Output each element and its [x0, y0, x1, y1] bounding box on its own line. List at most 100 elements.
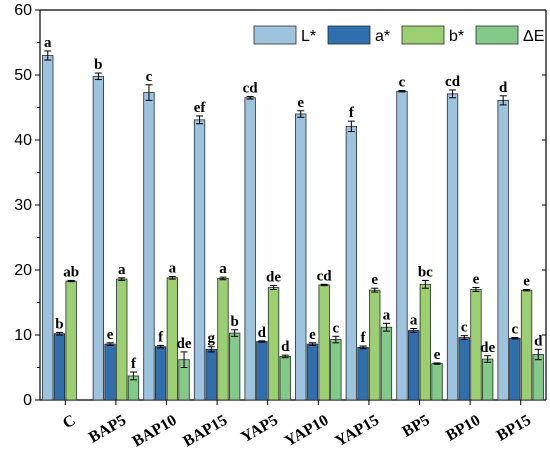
- bar-L-C: [42, 55, 54, 401]
- legend-swatch-0: [253, 25, 297, 45]
- significance-letter: e: [297, 95, 304, 111]
- x-tick-label: BAP10: [130, 412, 180, 451]
- significance-letter: d: [534, 333, 543, 349]
- bar-a-BAP5: [104, 343, 116, 401]
- x-tick-label: YAP10: [282, 412, 332, 450]
- significance-letter: c: [146, 69, 153, 85]
- significance-letter: b: [230, 314, 238, 330]
- significance-letter: d: [499, 80, 508, 96]
- bar-a-YAP10: [306, 343, 319, 401]
- x-tick-label: C: [60, 412, 79, 433]
- bar-a-BP15: [509, 337, 521, 401]
- y-tick-label: 50: [14, 67, 32, 84]
- y-tick-label: 10: [14, 327, 32, 344]
- bar-L-YAP15: [345, 125, 358, 401]
- significance-letter: de: [177, 336, 192, 352]
- plot-area: 0102030405060CababBAP5beafBAP10cfadeBAP1…: [14, 2, 547, 451]
- legend-swatch-2: [401, 25, 445, 45]
- bar-b-YAP10: [318, 284, 330, 401]
- x-tick-label: BP10: [443, 412, 483, 445]
- bar-E-BP5: [431, 363, 443, 401]
- legend-label: ΔE: [523, 28, 544, 45]
- significance-letter: a: [169, 261, 177, 277]
- bar-L-YAP10: [295, 113, 307, 401]
- bar-a-BAP10: [154, 346, 167, 401]
- bar-b-BAP15: [217, 278, 229, 401]
- bar-E-YAP10: [330, 339, 342, 401]
- significance-letter: c: [399, 75, 406, 91]
- bar-L-BP10: [446, 93, 459, 401]
- bar-b-BP15: [520, 289, 533, 401]
- bar-b-BAP5: [116, 278, 128, 401]
- bar-b-BP5: [419, 283, 432, 401]
- bar-E-BAP15: [228, 332, 241, 401]
- bar-a-YAP5: [256, 341, 268, 401]
- significance-letter: e: [371, 272, 378, 288]
- significance-letter: c: [512, 322, 519, 338]
- x-tick-label: YAP15: [333, 412, 383, 450]
- bar-L-BP5: [396, 90, 408, 401]
- legend-swatch-3: [475, 25, 519, 45]
- bar-b-YAP5: [267, 287, 280, 401]
- significance-letter: e: [473, 272, 480, 288]
- bar-L-BP15: [497, 99, 509, 401]
- y-tick-label: 20: [14, 262, 32, 279]
- bar-a-C: [53, 333, 66, 401]
- significance-letter: f: [131, 356, 137, 372]
- significance-letter: de: [480, 340, 495, 356]
- significance-letter: cd: [317, 268, 333, 284]
- y-tick-label: 60: [14, 2, 32, 19]
- significance-letter: e: [523, 274, 530, 290]
- bar-L-BAP10: [143, 92, 155, 401]
- significance-letter: bc: [418, 264, 433, 280]
- x-tick-label: BAP5: [86, 412, 129, 447]
- x-tick-label: BP5: [400, 412, 433, 441]
- legend: L* a* b* ΔE: [253, 25, 544, 45]
- significance-letter: e: [309, 327, 316, 343]
- x-tick-label: BAP15: [180, 412, 230, 451]
- bar-a-YAP15: [357, 346, 369, 401]
- bar-E-YAP15: [380, 326, 393, 401]
- legend-label: L*: [301, 28, 316, 45]
- bar-L-YAP5: [244, 97, 256, 401]
- significance-letter: b: [55, 316, 63, 332]
- bar-a-BAP15: [205, 348, 217, 401]
- significance-letter: a: [383, 307, 391, 323]
- bar-a-BP10: [458, 337, 470, 401]
- bar-L-BAP5: [92, 75, 104, 401]
- significance-letter: b: [94, 57, 102, 73]
- bar-E-BP10: [481, 358, 494, 401]
- bar-E-BP15: [532, 354, 544, 401]
- significance-letter: a: [219, 261, 227, 277]
- significance-letter: de: [266, 270, 281, 286]
- bar-E-YAP5: [279, 356, 291, 401]
- x-tick-label: YAP5: [238, 412, 281, 446]
- significance-letter: ab: [63, 264, 79, 280]
- significance-letter: c: [333, 320, 340, 336]
- x-tick-label: BP15: [494, 412, 534, 445]
- bar-a-BP5: [407, 330, 420, 401]
- y-tick-label: 40: [14, 132, 32, 149]
- bar-b-YAP15: [369, 289, 381, 401]
- significance-letter: c: [461, 320, 468, 336]
- significance-letter: a: [44, 35, 52, 51]
- significance-letter: cd: [243, 80, 259, 96]
- significance-letter: d: [281, 339, 290, 355]
- significance-letter: e: [107, 327, 114, 343]
- legend-label: b*: [449, 28, 464, 45]
- legend-label: a*: [375, 28, 390, 45]
- significance-letter: ef: [194, 100, 207, 116]
- bar-L-BAP15: [193, 119, 206, 401]
- significance-letter: f: [361, 330, 367, 346]
- significance-letter: d: [258, 325, 267, 341]
- significance-letter: f: [349, 105, 355, 121]
- significance-letter: a: [410, 313, 418, 329]
- bar-b-C: [65, 280, 77, 401]
- legend-swatch-1: [327, 25, 371, 45]
- significance-letter: f: [158, 329, 164, 345]
- significance-letter: cd: [445, 74, 461, 90]
- y-tick-label: 0: [23, 392, 32, 409]
- y-tick-label: 30: [14, 197, 32, 214]
